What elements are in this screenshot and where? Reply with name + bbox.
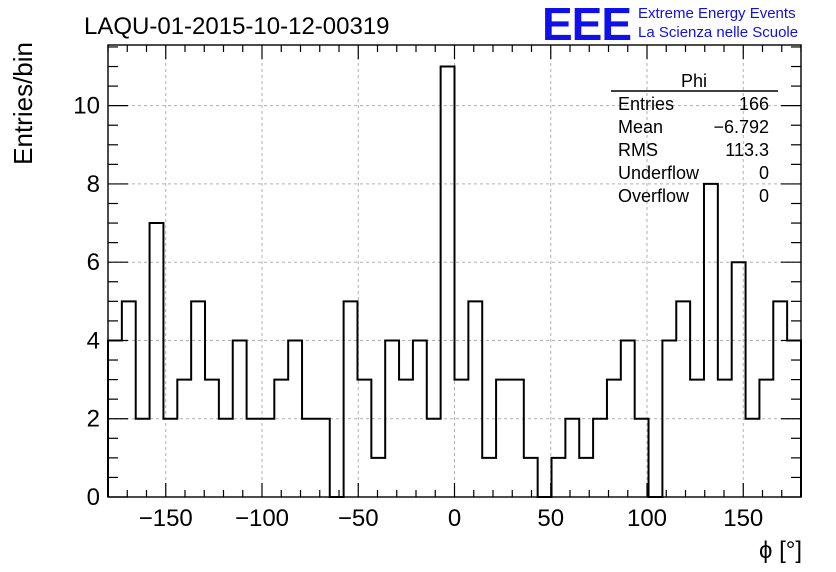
histogram-bin — [344, 301, 358, 497]
stats-box-title: Phi — [681, 71, 707, 91]
y-tick-label: 4 — [87, 327, 100, 354]
histogram-bin — [441, 67, 455, 497]
histogram-bin — [552, 458, 566, 497]
logo-mark: EEE — [542, 0, 632, 50]
x-tick-label: 50 — [537, 505, 564, 532]
histogram-bin — [205, 380, 219, 497]
histogram-bin — [607, 380, 621, 497]
chart-title: LAQU-01-2015-10-12-00319 — [84, 13, 390, 40]
logo-line-1: Extreme Energy Events — [638, 5, 796, 22]
stats-row-value: 0 — [759, 186, 769, 206]
histogram-bin — [399, 380, 413, 497]
histogram-bin — [510, 380, 524, 497]
histogram-bin — [136, 419, 150, 497]
histogram-bin — [357, 380, 371, 497]
histogram-bins — [107, 65, 802, 498]
histogram-bin — [746, 419, 760, 497]
histogram-bin — [219, 419, 233, 497]
stats-row-label: Mean — [618, 117, 663, 137]
stats-row-label: Entries — [618, 94, 674, 114]
logo-line-2: La Scienza nelle Scuole — [638, 24, 799, 41]
y-axis-label: Entries/bin — [8, 42, 38, 165]
eee-logo: EEE — [542, 0, 632, 50]
histogram-bin — [676, 301, 690, 497]
x-tick-label: 100 — [627, 505, 667, 532]
x-tick-label: 0 — [448, 505, 461, 532]
histogram-outline — [107, 65, 802, 498]
histogram-bin — [371, 458, 385, 497]
histogram-bin — [690, 380, 704, 497]
tick-labels: −150 −100 −50 0 50 100 150 0 2 4 6 8 10 — [73, 93, 763, 532]
histogram-bin — [427, 419, 441, 497]
x-tick-label: −50 — [338, 505, 379, 532]
stats-row-value: 166 — [739, 94, 769, 114]
stats-box: Phi Entries 166 Mean −6.792 RMS 113.3 Underflo… — [611, 71, 778, 206]
y-tick-label: 0 — [87, 484, 100, 511]
histogram-bin — [524, 458, 538, 497]
histogram-bin — [455, 380, 469, 497]
histogram-bin — [302, 419, 316, 497]
histogram-bin — [579, 458, 593, 497]
x-axis-label: ϕ [°] — [759, 537, 802, 564]
stats-row-value: 0 — [759, 163, 769, 183]
stats-row-label: Underflow — [618, 163, 700, 183]
histogram-bin — [718, 380, 732, 497]
histogram-bin — [247, 419, 261, 497]
histogram-bin — [759, 380, 773, 497]
histogram-bin — [593, 419, 607, 497]
stats-row-label: RMS — [618, 140, 658, 160]
histogram-bin — [316, 419, 330, 497]
histogram-bin — [274, 380, 288, 497]
histogram-bin — [565, 419, 579, 497]
histogram-bin — [468, 301, 482, 497]
stats-row-label: Overflow — [618, 186, 690, 206]
histogram-bin — [177, 380, 191, 497]
stats-row-value: −6.792 — [713, 117, 769, 137]
histogram-bin — [191, 301, 205, 497]
y-tick-label: 10 — [73, 93, 100, 120]
plot-frame — [107, 44, 802, 498]
x-tick-label: −150 — [139, 505, 193, 532]
histogram-bin — [150, 223, 164, 497]
histogram-bin — [773, 301, 787, 497]
histogram-bin — [122, 301, 136, 497]
y-tick-label: 8 — [87, 171, 100, 198]
x-tick-label: 150 — [723, 505, 763, 532]
histogram-bin — [482, 458, 496, 497]
histogram-bin — [496, 380, 510, 497]
x-tick-label: −100 — [235, 505, 289, 532]
y-tick-label: 6 — [87, 249, 100, 276]
stats-row-value: 113.3 — [725, 140, 769, 160]
y-tick-label: 2 — [87, 406, 100, 433]
